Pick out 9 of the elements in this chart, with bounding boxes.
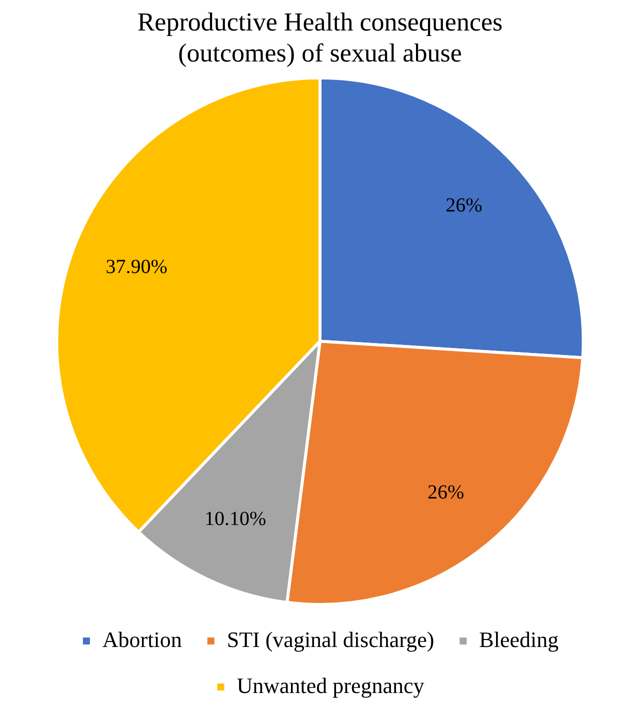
legend-label: STI (vaginal discharge) [226, 626, 434, 652]
legend-label: Bleeding [479, 626, 559, 652]
legend-label: Abortion [102, 626, 182, 652]
data-label: 26% [446, 194, 482, 216]
data-label: 26% [428, 482, 464, 504]
legend-label: Unwanted pregnancy [236, 672, 424, 698]
data-label: 10.10% [204, 508, 266, 530]
data-label: 37.90% [106, 256, 168, 278]
chart-title: Reproductive Health consequences (outcomes) of sexual abuse [137, 7, 503, 68]
